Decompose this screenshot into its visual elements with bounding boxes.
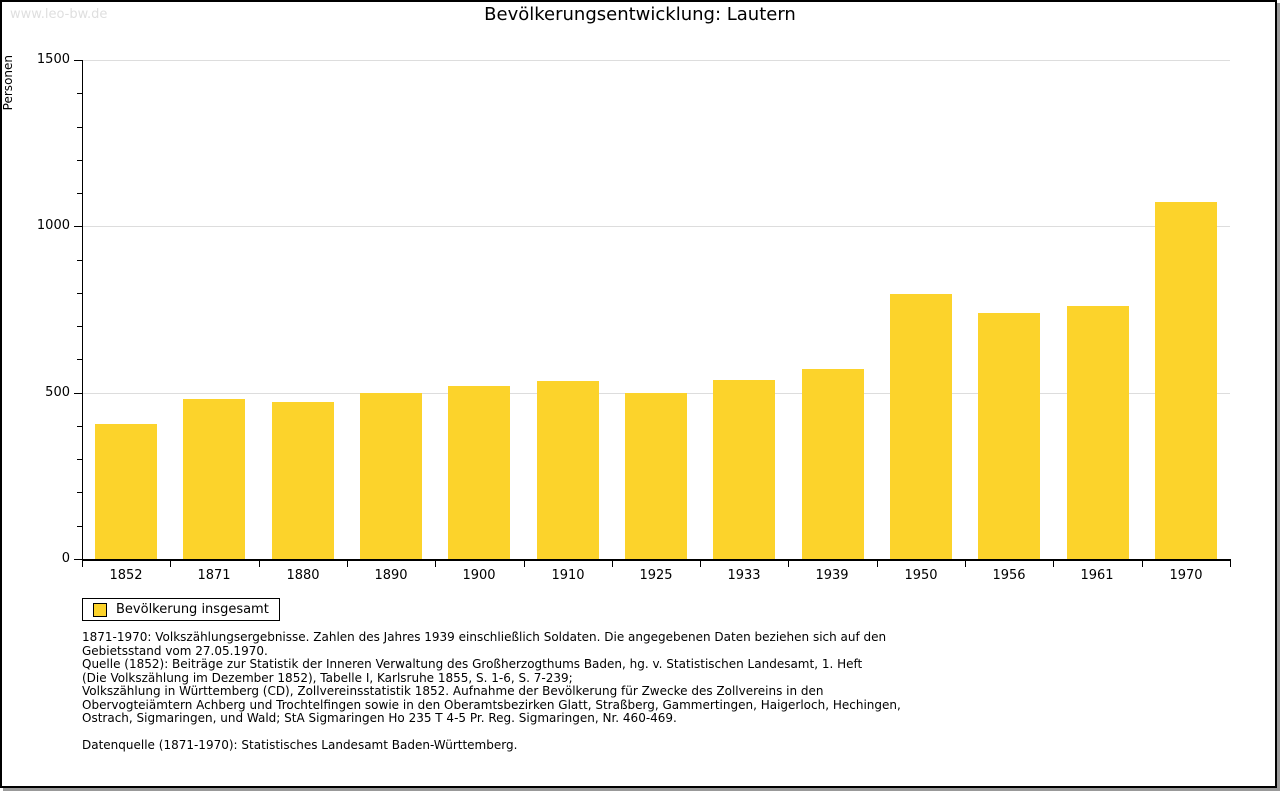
gridline (82, 226, 1230, 227)
y-axis (82, 60, 83, 561)
x-tick-label: 1910 (551, 568, 585, 583)
footnote-line: Volkszählung in Württemberg (CD), Zollve… (82, 684, 824, 698)
y-minor-tick (77, 127, 82, 128)
y-minor-tick (77, 326, 82, 327)
bar-1970 (1155, 202, 1217, 559)
y-minor-tick (77, 293, 82, 294)
bar-1939 (802, 369, 864, 559)
x-tick-label: 1933 (727, 568, 761, 583)
bar-1925 (625, 393, 687, 559)
legend-box: Bevölkerung insgesamt (82, 598, 280, 621)
x-tick (259, 561, 260, 567)
bar-1961 (1067, 306, 1129, 559)
x-tick-label: 1925 (639, 568, 673, 583)
x-tick (700, 561, 701, 567)
footnote-line: Obervogteiämtern Achberg und Trochtelfin… (82, 697, 901, 712)
y-minor-tick (77, 492, 82, 493)
gridline (82, 60, 1230, 61)
footnote-line: (Die Volkszählung im Dezember 1852), Tab… (82, 670, 573, 685)
bar-1890 (360, 393, 422, 559)
y-minor-tick (77, 160, 82, 161)
x-tick-label: 1939 (815, 568, 849, 583)
y-minor-tick (77, 359, 82, 360)
x-tick-label: 1890 (374, 568, 408, 583)
x-tick-label: 1950 (904, 568, 938, 583)
legend-swatch (93, 602, 107, 617)
footnotes: 1871-1970: Volkszählungsergebnisse. Zahl… (82, 630, 901, 752)
y-minor-tick (77, 526, 82, 527)
y-tick-label: 500 (45, 385, 70, 400)
x-tick-label: 1970 (1169, 568, 1203, 583)
y-major-tick (74, 60, 82, 61)
y-tick-label: 1500 (36, 52, 70, 67)
bar-1933 (713, 380, 775, 559)
bar-1852 (95, 424, 157, 559)
y-minor-tick (77, 260, 82, 261)
x-tick (877, 561, 878, 567)
x-tick-label: 1900 (462, 568, 496, 583)
y-minor-tick (77, 193, 82, 194)
bar-1871 (183, 399, 245, 559)
bar-1950 (890, 294, 952, 559)
x-axis (82, 559, 1231, 561)
watermark: www.leo-bw.de (10, 7, 108, 22)
x-tick (435, 561, 436, 567)
x-tick (347, 561, 348, 567)
x-tick-label: 1871 (197, 568, 231, 583)
y-major-tick (74, 226, 82, 227)
y-tick-label: 1000 (36, 218, 70, 233)
y-minor-tick (77, 459, 82, 460)
legend-label: Bevölkerung insgesamt (116, 602, 269, 617)
x-tick (82, 561, 83, 567)
x-tick (612, 561, 613, 567)
footnote-line: 1871-1970: Volkszählungsergebnisse. Zahl… (82, 630, 887, 644)
x-tick (965, 561, 966, 567)
x-tick (524, 561, 525, 567)
bar-1956 (978, 313, 1040, 559)
x-tick (1142, 561, 1143, 567)
x-tick-label: 1961 (1080, 568, 1114, 583)
x-tick-label: 1880 (286, 568, 320, 583)
bar-1910 (537, 381, 599, 559)
datasource-line: Datenquelle (1871-1970): Statistisches L… (82, 737, 518, 752)
x-tick-label: 1852 (109, 568, 143, 583)
bar-1900 (448, 386, 510, 559)
x-tick (170, 561, 171, 567)
footnote-line: Ostrach, Sigmaringen, und Wald; StA Sigm… (82, 711, 677, 725)
y-major-tick (74, 559, 82, 560)
x-tick (1230, 561, 1231, 567)
y-major-tick (74, 393, 82, 394)
footnote-line: Quelle (1852): Beiträge zur Statistik de… (82, 657, 863, 671)
bar-1880 (272, 402, 334, 559)
x-tick-label: 1956 (992, 568, 1026, 583)
y-minor-tick (77, 93, 82, 94)
y-tick-label: 0 (61, 551, 70, 566)
chart-title: Bevölkerungsentwicklung: Lautern (484, 4, 796, 25)
x-tick (1053, 561, 1054, 567)
footnote-line: Gebietsstand vom 27.05.1970. (82, 643, 268, 658)
y-axis-label: Personen (1, 55, 15, 111)
y-minor-tick (77, 426, 82, 427)
x-tick (788, 561, 789, 567)
